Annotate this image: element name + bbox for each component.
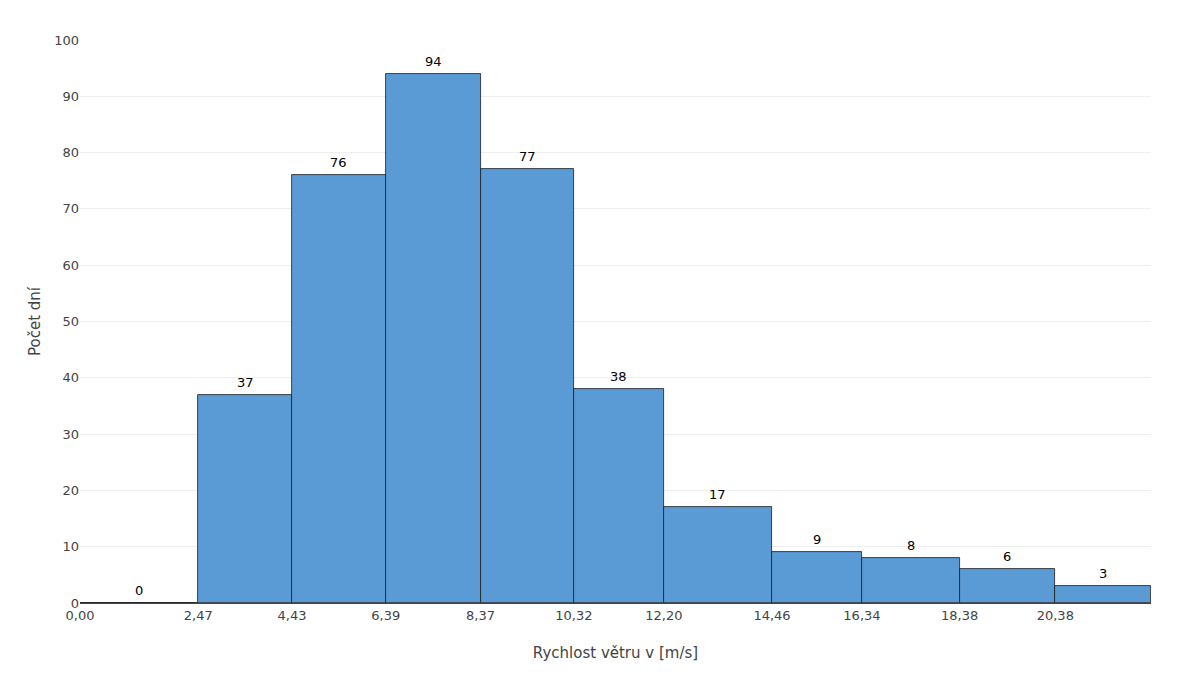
svg-text:3: 3 [1099, 566, 1107, 581]
svg-text:8: 8 [907, 538, 915, 553]
svg-text:80: 80 [62, 145, 79, 160]
svg-text:10,32: 10,32 [555, 608, 592, 623]
svg-text:8,37: 8,37 [466, 608, 495, 623]
svg-text:16,34: 16,34 [843, 608, 880, 623]
svg-text:6: 6 [1003, 549, 1011, 564]
svg-text:0: 0 [71, 596, 79, 611]
svg-text:17: 17 [709, 487, 726, 502]
svg-text:20,38: 20,38 [1037, 608, 1074, 623]
svg-text:50: 50 [62, 314, 79, 329]
svg-text:70: 70 [62, 201, 79, 216]
svg-text:2,47: 2,47 [184, 608, 213, 623]
svg-text:76: 76 [330, 155, 347, 170]
svg-text:6,39: 6,39 [371, 608, 400, 623]
svg-text:100: 100 [54, 33, 79, 48]
svg-text:Počet dní: Počet dní [26, 286, 44, 356]
svg-text:14,46: 14,46 [753, 608, 790, 623]
svg-text:Rychlost větru v [m/s]: Rychlost větru v [m/s] [533, 644, 698, 662]
svg-text:94: 94 [425, 54, 442, 69]
svg-text:40: 40 [62, 370, 79, 385]
svg-text:12,20: 12,20 [645, 608, 682, 623]
svg-text:37: 37 [237, 375, 254, 390]
svg-text:60: 60 [62, 258, 79, 273]
svg-text:38: 38 [610, 369, 627, 384]
svg-text:18,38: 18,38 [941, 608, 978, 623]
svg-text:20: 20 [62, 483, 79, 498]
svg-text:10: 10 [62, 539, 79, 554]
svg-text:0: 0 [135, 583, 143, 598]
svg-text:90: 90 [62, 89, 79, 104]
svg-text:77: 77 [519, 149, 536, 164]
svg-text:4,43: 4,43 [278, 608, 307, 623]
svg-text:9: 9 [813, 532, 821, 547]
svg-text:0,00: 0,00 [66, 608, 95, 623]
svg-text:30: 30 [62, 427, 79, 442]
